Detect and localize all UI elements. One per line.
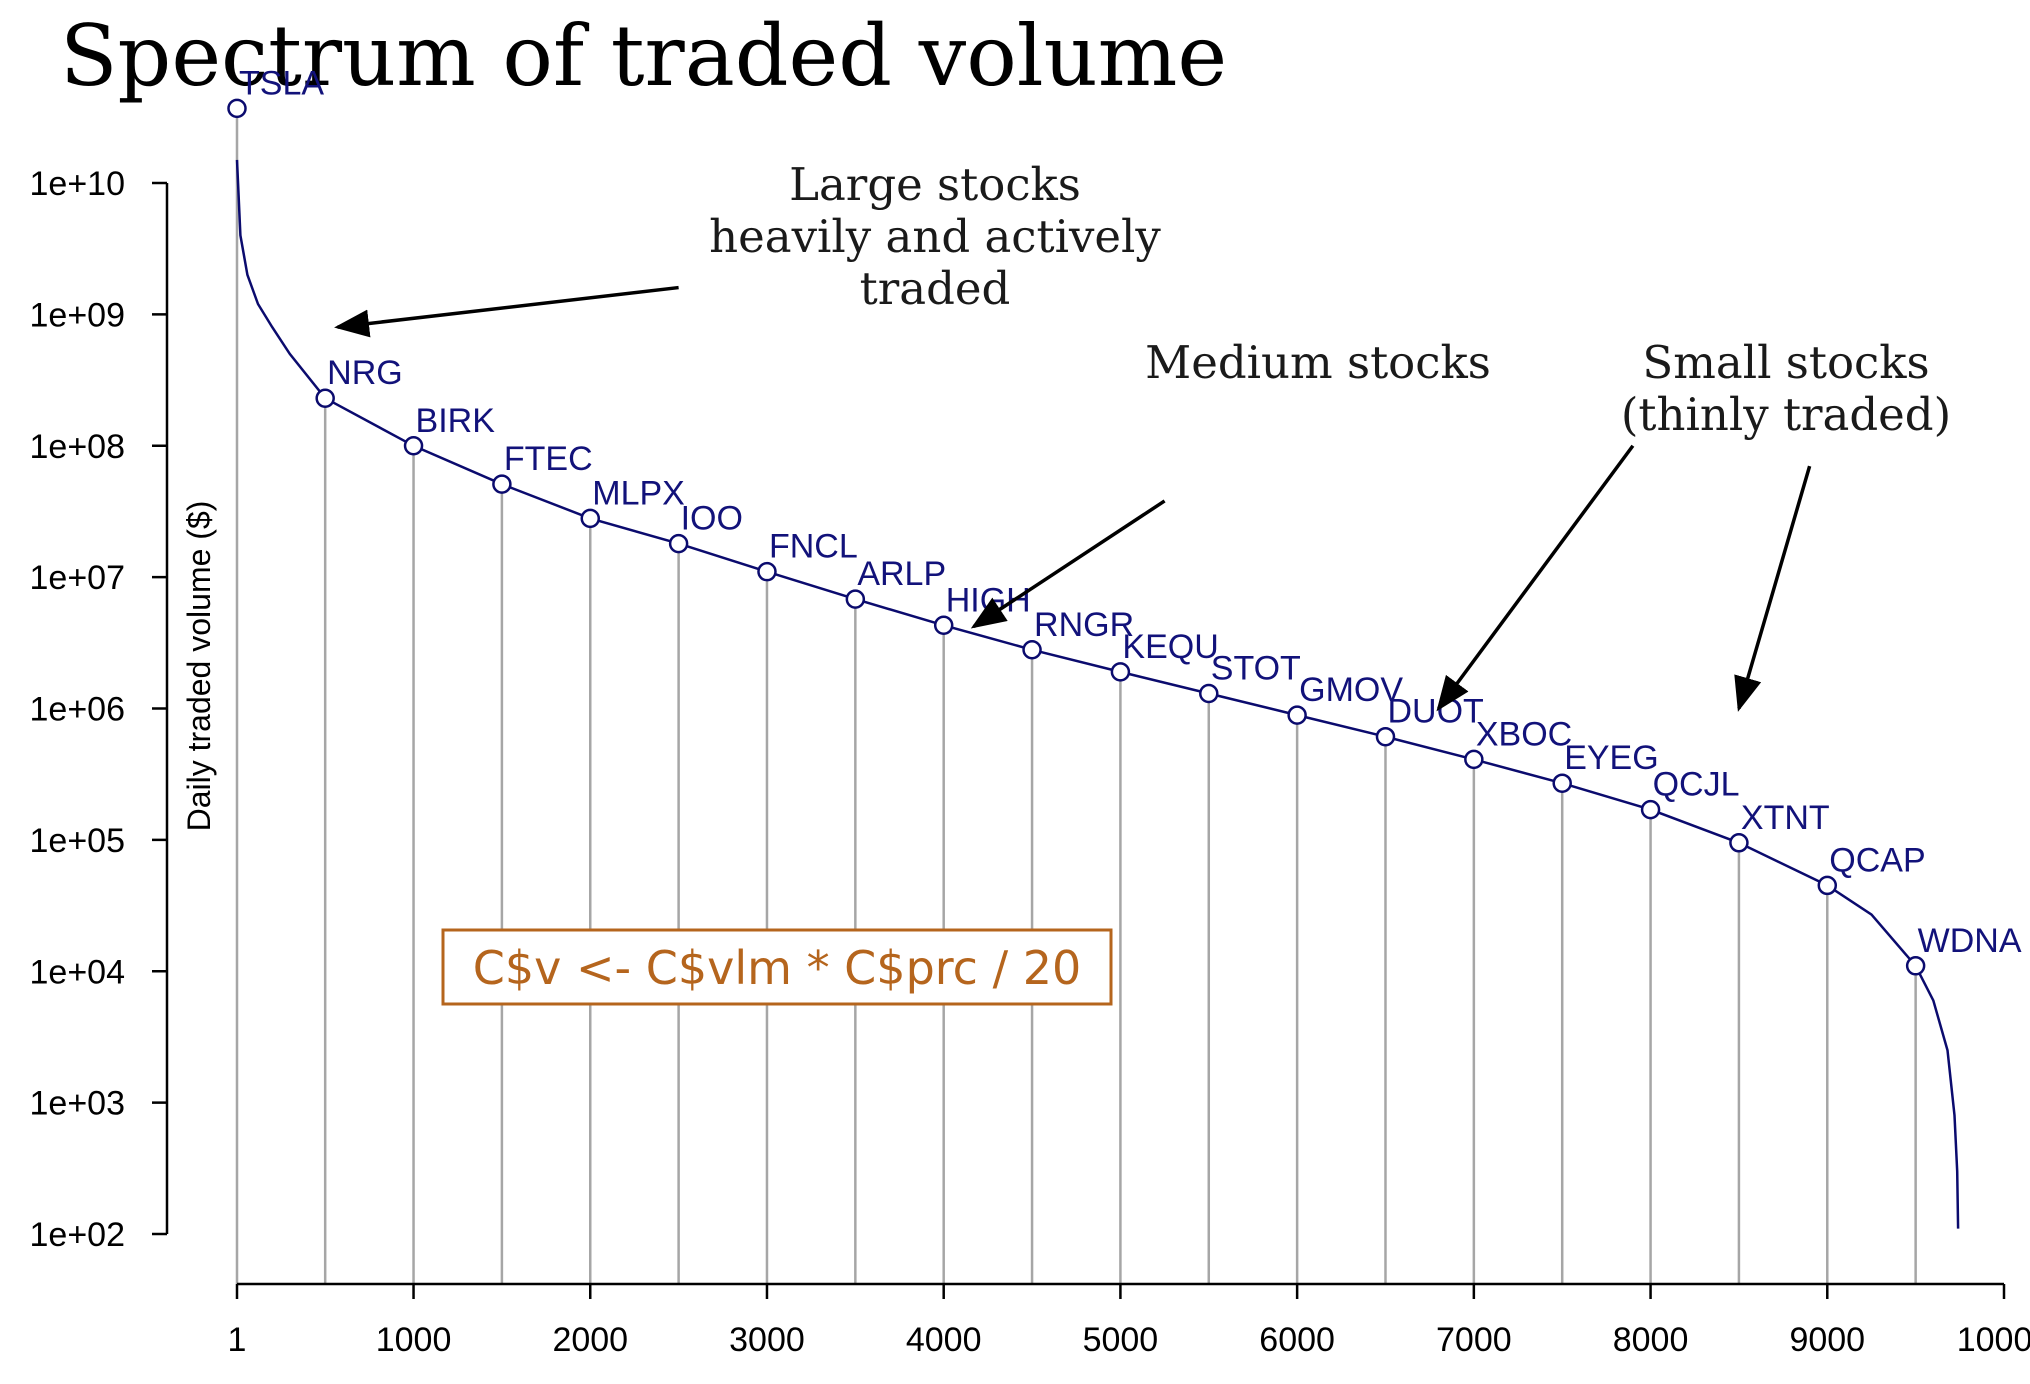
data-point bbox=[1110, 662, 1131, 682]
axes: 1 1000 2000 3000 4000 5000 6000 7000 8000 9000 100… bbox=[30, 165, 2030, 1359]
point-label: EYEG bbox=[1564, 739, 1658, 777]
y-tick-label: 1e+10 bbox=[30, 165, 126, 203]
point-label: IOO bbox=[681, 500, 743, 538]
annotation-text: Medium stocks bbox=[1145, 336, 1491, 389]
annotation-arrow bbox=[970, 499, 1166, 629]
point-label: XTNT bbox=[1741, 799, 1830, 837]
data-point bbox=[227, 98, 247, 119]
point-label: BIRK bbox=[416, 402, 496, 440]
data-point bbox=[1905, 956, 1926, 976]
annotation-text: traded bbox=[860, 262, 1011, 315]
x-tick-label: 3000 bbox=[729, 1321, 805, 1359]
data-point bbox=[1022, 640, 1042, 660]
y-tick-label: 1e+08 bbox=[30, 428, 126, 466]
x-tick-label: 1 bbox=[228, 1321, 247, 1359]
x-tick-label: 9000 bbox=[1789, 1321, 1865, 1359]
point-label: GMOV bbox=[1299, 671, 1403, 709]
annotation-text: heavily and actively bbox=[709, 210, 1161, 263]
drop-lines bbox=[235, 108, 1917, 1284]
annotation-arrow bbox=[1436, 444, 1635, 712]
data-point bbox=[1640, 799, 1661, 820]
data-point bbox=[1464, 749, 1484, 770]
point-label: WDNA bbox=[1918, 922, 2022, 960]
data-point bbox=[933, 615, 954, 636]
code-box: C$v <- C$vlm * C$prc / 20 bbox=[441, 928, 1113, 1006]
point-label: HIGH bbox=[946, 581, 1031, 619]
y-tick-label: 1e+04 bbox=[30, 953, 126, 991]
x-tick-label: 7000 bbox=[1436, 1321, 1512, 1359]
x-tick-label: 2000 bbox=[552, 1321, 628, 1359]
data-point bbox=[845, 589, 866, 609]
code-box-text: C$v <- C$vlm * C$prc / 20 bbox=[473, 941, 1082, 995]
annotation-text: Large stocks bbox=[789, 158, 1081, 211]
data-point bbox=[1729, 833, 1749, 853]
point-label: TSLA bbox=[239, 64, 324, 102]
point-label: NRG bbox=[327, 354, 403, 392]
x-tick-label: 10000 bbox=[1957, 1321, 2030, 1359]
point-label: QCJL bbox=[1653, 766, 1740, 804]
data-point bbox=[580, 508, 601, 529]
data-curve bbox=[235, 159, 1960, 1229]
data-point bbox=[492, 474, 512, 494]
y-tick-label: 1e+07 bbox=[30, 559, 126, 597]
data-point bbox=[1552, 773, 1572, 793]
y-tick-label: 1e+09 bbox=[30, 296, 126, 334]
point-label: STOT bbox=[1211, 650, 1301, 688]
point-label: XBOC bbox=[1476, 715, 1572, 753]
series-line bbox=[235, 159, 1960, 1229]
annotation-arrow bbox=[1734, 465, 1812, 712]
x-tick-label: 4000 bbox=[906, 1321, 982, 1359]
y-tick-label: 1e+03 bbox=[30, 1085, 126, 1123]
y-tick-label: 1e+02 bbox=[30, 1216, 126, 1254]
point-label: FNCL bbox=[769, 528, 858, 566]
point-label: DUOT bbox=[1387, 693, 1483, 731]
point-label: MLPX bbox=[592, 474, 685, 512]
annotation-text: Small stocks bbox=[1642, 336, 1929, 389]
data-point bbox=[757, 561, 777, 582]
point-label: QCAP bbox=[1829, 841, 1925, 879]
y-tick-label: 1e+05 bbox=[30, 822, 126, 860]
data-point bbox=[1199, 683, 1219, 704]
chart-title: Spectrum of traded volume bbox=[60, 7, 1227, 105]
code-box-frame bbox=[441, 928, 1113, 1006]
point-label: KEQU bbox=[1122, 628, 1218, 666]
data-point bbox=[1817, 875, 1838, 896]
y-axis-label: Daily traded volume ($) bbox=[181, 501, 217, 832]
point-label: ARLP bbox=[857, 555, 946, 593]
x-tick-label: 5000 bbox=[1083, 1321, 1159, 1359]
data-point bbox=[1287, 705, 1307, 725]
annotation-text: (thinly traded) bbox=[1621, 388, 1951, 441]
data-point bbox=[668, 533, 689, 554]
annotation-arrow bbox=[334, 285, 679, 338]
data-point bbox=[315, 388, 335, 408]
point-label: RNGR bbox=[1034, 606, 1134, 644]
x-tick-label: 6000 bbox=[1259, 1321, 1335, 1359]
x-tick-label: 1000 bbox=[376, 1321, 452, 1359]
point-label: FTEC bbox=[504, 440, 593, 478]
data-point bbox=[1375, 726, 1396, 747]
y-tick-label: 1e+06 bbox=[30, 691, 126, 729]
x-tick-label: 8000 bbox=[1613, 1321, 1689, 1359]
data-point bbox=[403, 436, 424, 456]
